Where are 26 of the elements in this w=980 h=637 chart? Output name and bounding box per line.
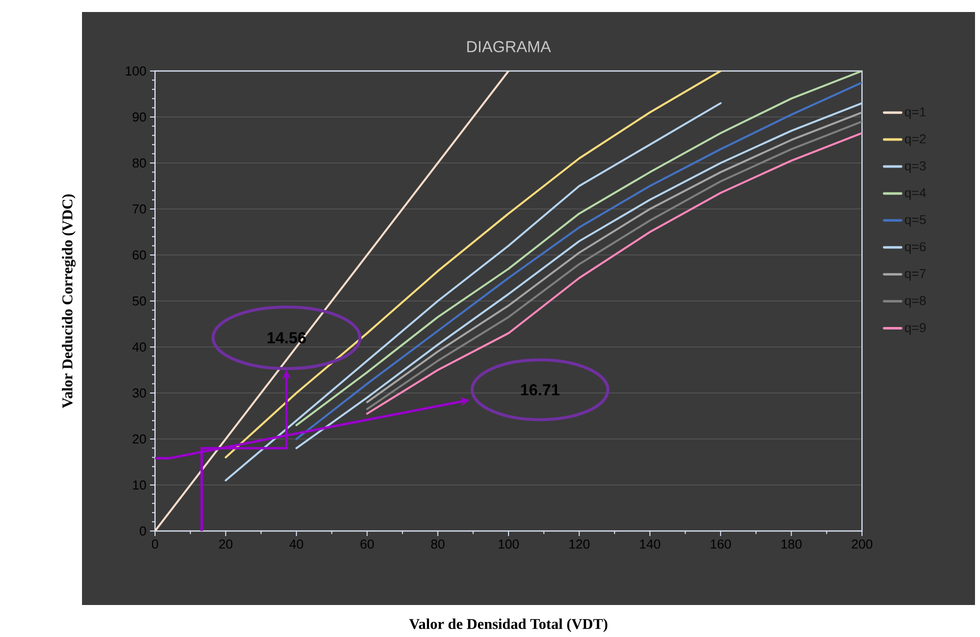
y-tick-label: 70 xyxy=(132,204,146,214)
x-tick-label: 60 xyxy=(360,540,374,549)
x-tick-label: 160 xyxy=(710,540,731,549)
x-tick-label: 0 xyxy=(152,540,158,549)
annotation: 16.71 xyxy=(521,384,560,396)
y-tick-label: 10 xyxy=(133,480,146,490)
x-axis-title: Valor de Densidad Total (VDT) xyxy=(409,618,608,632)
x-tick-label: 120 xyxy=(569,540,590,549)
x-tick-label: 20 xyxy=(219,540,232,549)
y-tick-label: 60 xyxy=(132,250,146,260)
x-tick-label: 40 xyxy=(290,540,304,549)
y-tick-label: 50 xyxy=(132,296,146,306)
chart-title: DIAGRAMA xyxy=(467,41,551,52)
x-tick-label: 140 xyxy=(640,540,660,549)
y-tick-label: 90 xyxy=(132,112,146,122)
y-axis-title: Valor Deducido Corregido (VDC) xyxy=(62,194,76,408)
y-tick-label: 20 xyxy=(132,434,146,444)
x-tick-label: 180 xyxy=(781,540,802,549)
y-tick-label: 30 xyxy=(132,388,146,398)
y-tick-label: 40 xyxy=(132,342,146,352)
y-tick-label: 80 xyxy=(132,158,146,168)
y-tick-label: 0 xyxy=(140,526,146,536)
x-tick-label: 200 xyxy=(852,540,872,549)
y-tick-label: 100 xyxy=(126,66,146,76)
x-tick-label: 100 xyxy=(498,540,519,549)
x-tick-label: 80 xyxy=(431,540,445,549)
